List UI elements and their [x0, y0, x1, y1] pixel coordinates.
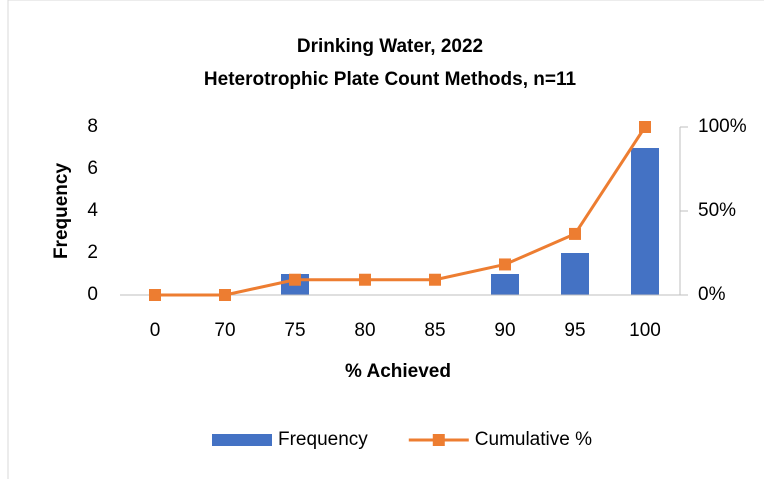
x-axis-label: % Achieved — [345, 361, 451, 382]
y2-tick-label: 50% — [698, 200, 736, 221]
marker — [499, 258, 511, 271]
x-tick-label: 70 — [214, 320, 235, 341]
y-tick-label: 8 — [87, 116, 98, 137]
y2-tick-label: 0% — [698, 284, 726, 305]
marker — [149, 289, 161, 301]
y2-tick-label: 100% — [698, 116, 747, 137]
marker — [219, 289, 231, 301]
bar — [561, 253, 589, 295]
x-tick-label: 95 — [564, 320, 585, 341]
x-tick-label: 90 — [494, 320, 515, 341]
x-tick-label: 0 — [150, 320, 161, 341]
chart-subtitle: Heterotrophic Plate Count Methods, n=11 — [204, 69, 577, 90]
legend-label: Cumulative % — [475, 429, 592, 450]
chart-title: Drinking Water, 2022 — [297, 36, 483, 57]
legend-marker — [432, 434, 445, 446]
x-tick-label: 100 — [629, 320, 661, 341]
bar — [491, 274, 519, 295]
marker — [639, 121, 651, 133]
marker — [429, 273, 441, 286]
x-tick-label: 85 — [424, 320, 445, 341]
x-tick-label: 75 — [284, 320, 305, 341]
y-tick-label: 6 — [87, 158, 98, 179]
y-tick-label: 2 — [87, 242, 98, 263]
marker — [289, 273, 301, 286]
y-tick-label: 0 — [87, 284, 98, 305]
marker — [569, 227, 581, 240]
line — [155, 126, 647, 297]
y-axis-label: Frequency — [51, 163, 72, 260]
legend-swatch — [212, 434, 272, 446]
bar — [631, 148, 659, 295]
legend-label: Frequency — [278, 429, 368, 450]
y-tick-label: 4 — [87, 200, 98, 221]
x-tick-label: 80 — [354, 320, 375, 341]
marker — [359, 273, 371, 286]
